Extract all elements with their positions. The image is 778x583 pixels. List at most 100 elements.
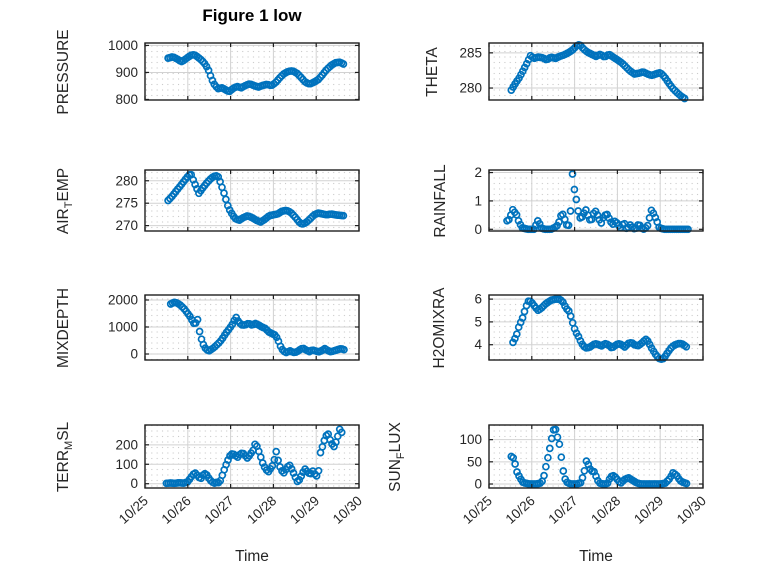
data-point-marker (569, 45, 577, 54)
y-tick-label: 280 (459, 81, 482, 96)
data-point-marker (682, 342, 691, 351)
data-point-marker (339, 60, 348, 68)
panel-sun-flux: 0 50 100 10/25 10/26 10/27 10/28 10/29 10/30 (459, 424, 709, 527)
panel-terr-msl: 0 100 200 10/25 10/26 10/27 10/28 10/29 10/30 (115, 424, 365, 527)
data-point-marker (287, 465, 296, 473)
data-point-marker (193, 315, 202, 324)
data-point-marker (684, 225, 692, 234)
ylabel-text: RAINFALL (432, 163, 449, 238)
data-point-marker (545, 444, 554, 453)
data-point-marker (657, 69, 666, 78)
data-series-air-temp (164, 170, 348, 228)
axes-box (488, 424, 704, 489)
data-point-marker (557, 453, 566, 462)
axes-box (144, 42, 360, 101)
x-tick-label: 10/26 (159, 493, 194, 527)
data-point-marker (568, 170, 577, 178)
y-tick-label: 2000 (108, 292, 138, 307)
ylabel-terr-msl: TERRMSL (55, 421, 75, 491)
data-point-marker (563, 305, 571, 313)
x-tick-label: 10/29 (631, 493, 666, 527)
data-point-marker (333, 432, 342, 441)
data-point-marker (509, 338, 517, 347)
xlabel-time-left: Time (235, 548, 269, 565)
data-point-marker (619, 60, 627, 68)
data-point-marker (578, 473, 587, 482)
data-point-marker (540, 471, 548, 480)
y-tick-label: 0 (130, 476, 138, 491)
data-point-marker (195, 327, 204, 336)
y-tick-label: 0 (130, 347, 138, 362)
ylabel-sun-flux: SUNFLUX (387, 421, 407, 492)
y-tick-label: 270 (115, 218, 138, 233)
data-series-pressure (164, 50, 348, 96)
data-point-marker (337, 428, 346, 437)
y-tick-label: 2 (474, 165, 482, 180)
y-tick-label: 800 (115, 92, 138, 107)
data-point-marker (682, 479, 691, 488)
y-tick-label: 200 (115, 437, 138, 452)
y-tick-label: 50 (467, 454, 482, 469)
ylabel-subscript: F (395, 451, 407, 459)
y-tick-label: 4 (474, 337, 482, 352)
data-point-marker (564, 221, 573, 230)
data-point-marker (275, 73, 284, 82)
data-point-marker (213, 340, 221, 349)
data-point-marker (339, 211, 348, 220)
y-tick-label: 275 (115, 196, 138, 211)
y-tick-label: 5 (474, 314, 482, 329)
y-tick-label: 280 (115, 173, 138, 188)
data-point-marker (566, 312, 575, 320)
data-point-marker (603, 479, 612, 487)
data-series-terr-msl (162, 425, 346, 488)
data-point-marker (566, 207, 575, 215)
data-point-marker (557, 296, 565, 305)
ylabel-text: PRESSURE (55, 28, 72, 115)
data-point-marker (532, 221, 540, 229)
data-point-marker (314, 466, 323, 475)
data-point-marker (522, 59, 531, 68)
panel-air-temp: 270 275 280 (115, 169, 360, 233)
ylabel-text: H2OMIXRA (431, 287, 448, 368)
axes-box (488, 294, 704, 361)
data-point-marker (304, 216, 313, 225)
x-tick-label: 10/25 (460, 493, 495, 527)
x-tick-label: 10/27 (545, 493, 580, 527)
y-tick-label: 6 (474, 292, 482, 307)
data-point-marker (570, 185, 579, 194)
xlabel-time-right: Time (579, 548, 613, 565)
data-point-marker (559, 467, 568, 475)
data-series-sun-flux (507, 425, 691, 488)
ylabel-mixdepth: MIXDEPTH (55, 287, 73, 367)
data-point-marker (643, 221, 652, 230)
data-point-marker (278, 467, 286, 475)
panel-rainfall: 0 1 2 (474, 165, 704, 237)
panel-pressure: 800 900 1000 (108, 38, 360, 107)
data-point-marker (272, 447, 281, 456)
data-point-marker (559, 298, 567, 307)
y-tick-label: 1 (474, 193, 482, 208)
data-point-marker (272, 333, 281, 342)
data-point-marker (340, 345, 348, 354)
data-point-marker (202, 62, 211, 71)
data-point-marker (270, 455, 279, 464)
data-point-marker (295, 476, 304, 484)
ylabel-subscript: T (63, 201, 75, 208)
data-point-marker (621, 62, 629, 70)
data-series-h2omixra (509, 295, 691, 364)
y-tick-label: 0 (474, 222, 482, 237)
data-point-marker (511, 460, 519, 468)
y-tick-label: 0 (474, 477, 482, 492)
data-point-marker (553, 433, 562, 442)
x-tick-label: 10/29 (287, 493, 322, 527)
ylabel-text: LUX (387, 421, 404, 452)
data-point-marker (228, 320, 237, 329)
y-tick-label: 1000 (108, 320, 138, 335)
axes-box (144, 424, 360, 489)
data-point-marker (551, 425, 560, 434)
x-tick-label: 10/28 (588, 493, 623, 527)
x-tick-label: 10/30 (330, 493, 365, 527)
data-point-marker (512, 330, 521, 338)
